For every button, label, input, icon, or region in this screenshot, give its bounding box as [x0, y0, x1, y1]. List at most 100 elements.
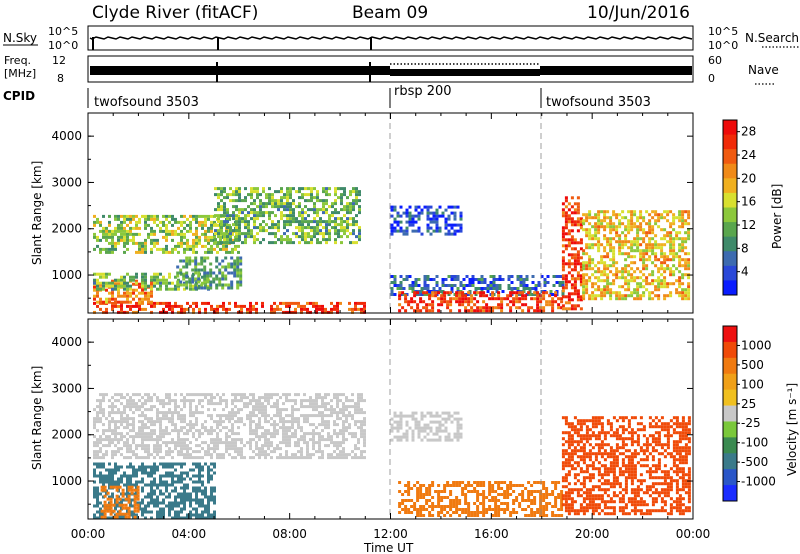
velocity-cell-4 [464, 508, 468, 511]
velocity-cell-0 [141, 414, 144, 418]
power-cell-7 [396, 284, 400, 287]
power-cell-5 [221, 271, 225, 275]
velocity-cell-4 [410, 505, 414, 508]
power-cell-8 [524, 297, 528, 301]
power-cell-8 [527, 309, 531, 313]
power-cell-4 [241, 217, 244, 221]
velocity-cell-4 [467, 481, 471, 484]
velocity-cell-0 [159, 447, 162, 451]
velocity-cell-0 [363, 417, 366, 421]
power-cell-10 [609, 270, 613, 274]
velocity-cell-1 [192, 513, 195, 517]
power-cell-10 [606, 243, 610, 247]
power-cell-4 [310, 190, 313, 194]
power-cell-1 [132, 297, 135, 301]
power-cell-10 [588, 258, 592, 262]
velocity-cell-0 [312, 414, 315, 418]
power-cell-7 [531, 287, 535, 290]
power-cell-7 [402, 293, 406, 296]
velocity-cell-0 [246, 441, 249, 445]
velocity-cell-1 [165, 504, 168, 508]
power-cell-10 [624, 237, 628, 241]
power-cell-3 [123, 226, 126, 230]
power-cell-4 [331, 226, 334, 230]
velocity-cell-0 [117, 426, 120, 430]
power-cell-10 [678, 216, 682, 220]
velocity-cell-3 [402, 414, 406, 418]
power-cell-10 [645, 249, 649, 253]
power-cell-4 [334, 202, 337, 206]
power-cell-4 [289, 241, 292, 245]
velocity-cell-1 [102, 477, 105, 481]
power-cell-9 [579, 277, 583, 281]
velocity-cell-0 [171, 411, 174, 415]
power-ytick-label-0: 1000 [51, 268, 82, 282]
power-cell-10 [642, 258, 646, 262]
power-cell-0 [93, 310, 96, 314]
power-cell-4 [280, 196, 283, 200]
velocity-cell-0 [282, 456, 285, 460]
power-cell-4 [286, 187, 289, 191]
power-cell-5 [206, 256, 210, 260]
power-cell-4 [334, 211, 337, 215]
velocity-cell-0 [225, 447, 228, 451]
power-cell-5 [218, 283, 222, 287]
velocity-cell-1 [162, 465, 165, 469]
power-cell-10 [648, 291, 652, 295]
velocity-cell-0 [303, 393, 306, 397]
power-cell-10 [609, 216, 613, 220]
velocity-cell-0 [285, 432, 288, 436]
velocity-cell-3 [450, 420, 454, 424]
velocity-cell-0 [339, 417, 342, 421]
velocity-cell-0 [267, 432, 270, 436]
power-cell-9 [561, 259, 565, 263]
velocity-cell-0 [348, 411, 351, 415]
velocity-cell-0 [180, 399, 183, 403]
velocity-cell-3 [405, 423, 409, 427]
power-cell-2 [129, 275, 132, 279]
power-cell-9 [579, 274, 583, 278]
velocity-cell-1 [135, 468, 138, 472]
power-colorbar-segment [723, 265, 737, 281]
velocity-cell-1 [150, 486, 153, 490]
velocity-cell-0 [306, 414, 309, 418]
power-cell-0 [216, 310, 219, 314]
power-cell-10 [633, 297, 637, 301]
power-cell-4 [286, 220, 289, 224]
velocity-cell-0 [291, 456, 294, 460]
velocity-cell-3 [441, 429, 445, 433]
power-cell-0 [204, 301, 207, 305]
velocity-cell-0 [240, 441, 243, 445]
velocity-cell-0 [219, 429, 222, 433]
power-cell-7 [507, 278, 511, 281]
velocity-cell-1 [171, 483, 174, 487]
power-cell-4 [340, 220, 343, 224]
velocity-cell-0 [123, 456, 126, 460]
velocity-cell-3 [438, 435, 442, 439]
velocity-cell-1 [177, 501, 180, 505]
velocity-cell-0 [360, 408, 363, 412]
velocity-cell-0 [141, 420, 144, 424]
velocity-cell-0 [96, 411, 99, 415]
velocity-cell-1 [135, 483, 138, 487]
power-colorbar-segment [723, 280, 737, 296]
power-cell-10 [591, 285, 595, 289]
power-cell-3 [135, 232, 138, 236]
power-cell-3 [195, 238, 198, 242]
velocity-cell-4 [452, 481, 456, 484]
power-cell-10 [642, 267, 646, 271]
velocity-cell-0 [168, 432, 171, 436]
velocity-cell-4 [488, 490, 492, 493]
power-cell-5 [230, 286, 234, 290]
power-cell-5 [185, 259, 189, 263]
velocity-cell-4 [488, 484, 492, 487]
velocity-cell-0 [255, 426, 258, 430]
power-cell-4 [274, 223, 277, 227]
power-cell-4 [307, 226, 310, 230]
velocity-cell-4 [479, 493, 483, 496]
power-cell-6 [435, 208, 439, 212]
power-cell-0 [138, 304, 141, 308]
power-cell-0 [234, 301, 237, 305]
power-cell-1 [99, 285, 102, 289]
power-cell-10 [657, 267, 661, 271]
